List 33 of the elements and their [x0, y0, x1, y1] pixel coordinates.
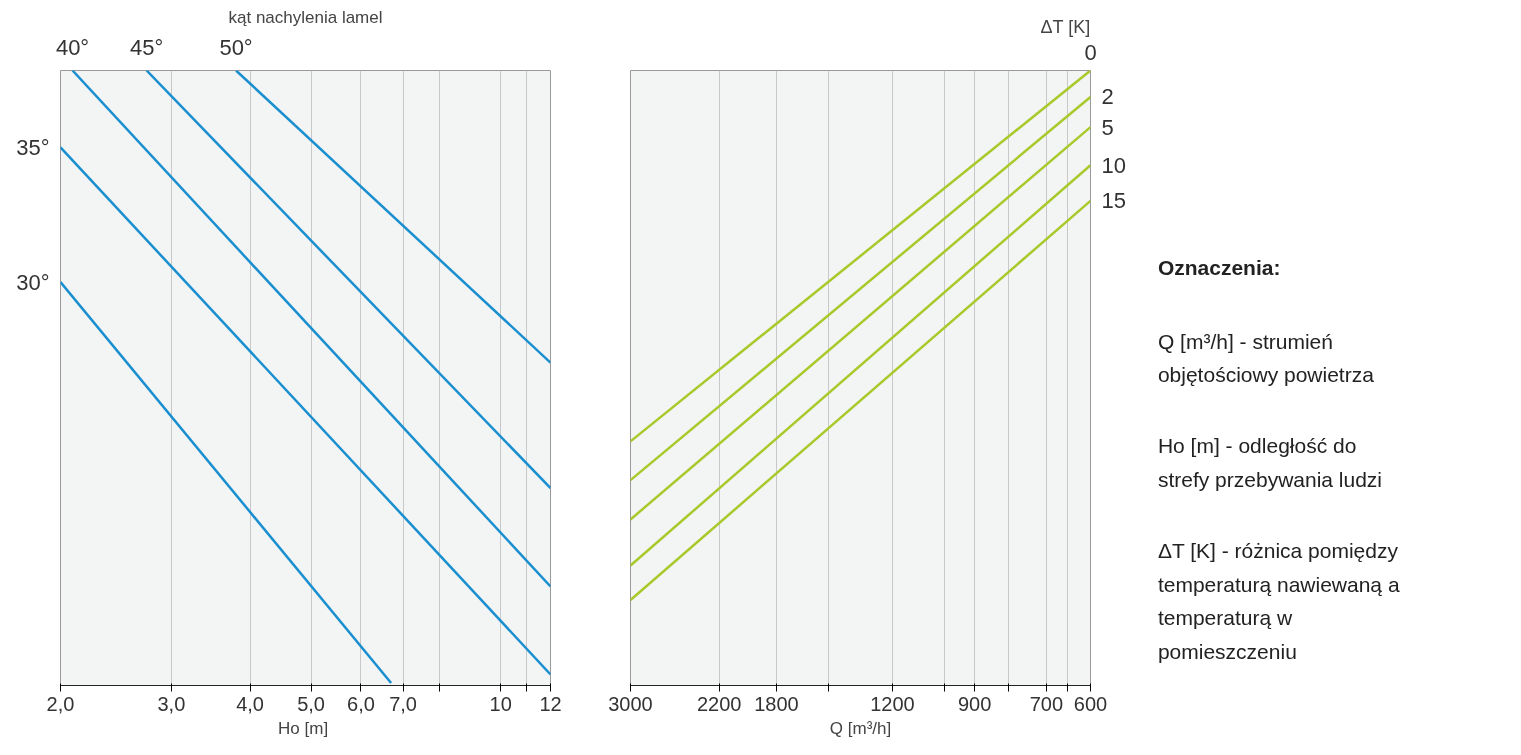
x-tick-label: 3000 [608, 692, 653, 715]
x-axis-title: Ho [m] [278, 718, 329, 738]
series-label: 50° [219, 34, 253, 60]
x-tick-label: 7,0 [389, 692, 418, 715]
legend-title: ΔT [K] [1040, 16, 1091, 37]
series-label: 0 [1084, 39, 1097, 65]
legend-title: kąt nachylenia lamel [228, 7, 383, 27]
x-tick-label: 6,0 [347, 692, 375, 715]
series-label: 5 [1101, 114, 1114, 140]
x-axis-title: Q [m³/h] [829, 718, 892, 738]
series-label: 15 [1101, 188, 1126, 214]
x-tick-label: 2,0 [46, 692, 75, 715]
series-label: 45° [129, 34, 164, 60]
x-tick-label: 3,0 [157, 692, 186, 715]
x-tick-label: 2200 [696, 692, 742, 715]
x-tick-label: 5,0 [297, 692, 325, 715]
series-label: 2 [1101, 84, 1114, 110]
text: Q [m³/h] - strumień objętościowy powietrza [1157, 329, 1375, 387]
text: Oznaczenia: [1157, 255, 1281, 279]
x-tick-label: 1800 [754, 692, 799, 715]
x-tick-label: 10 [489, 692, 512, 715]
x-tick-label: 1200 [870, 692, 915, 715]
text: Ho [m] - odległość do strefy przebywania ludzi [1157, 434, 1383, 491]
text: ΔT [K] - różnica pomiędzy temperaturą nawiewaną a temperaturą w pomieszczeniu [1157, 538, 1400, 664]
series-label: 30° [16, 269, 50, 295]
x-tick-label: 600 [1073, 692, 1108, 715]
x-tick-label: 900 [957, 692, 992, 715]
series-label: 35° [16, 134, 50, 160]
x-tick-label: 12 [539, 692, 562, 715]
series-label: 40° [55, 34, 90, 60]
x-tick-label: 700 [1029, 692, 1064, 715]
x-tick-label: 4,0 [236, 692, 264, 715]
series-label: 10 [1101, 152, 1126, 178]
